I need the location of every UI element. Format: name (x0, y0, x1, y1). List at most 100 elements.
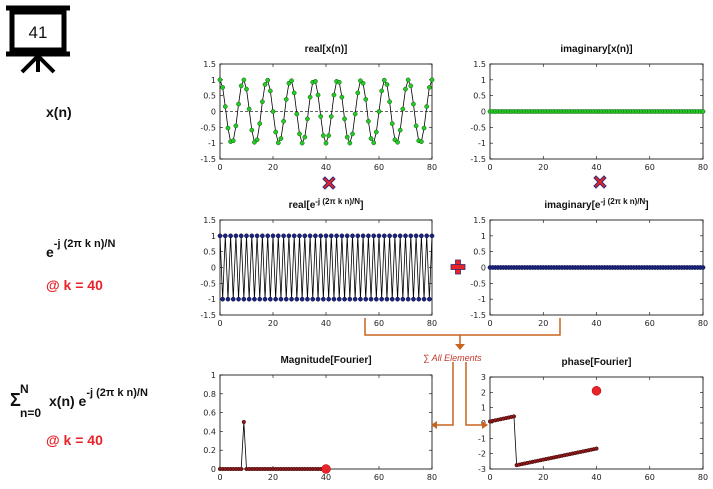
data-point (429, 77, 435, 83)
data-point (379, 296, 384, 302)
y-tick-label: 1.5 (203, 60, 216, 69)
data-point (405, 77, 411, 83)
data-point (363, 97, 369, 102)
plot-title: real[x(n)] (305, 44, 348, 55)
data-point (360, 233, 366, 239)
y-tick-label: 1 (481, 404, 486, 413)
data-point (355, 233, 361, 239)
data-point (323, 233, 329, 239)
y-tick-label: 0.5 (203, 248, 216, 257)
data-point (262, 82, 268, 87)
data-point (347, 296, 353, 302)
data-point (302, 233, 308, 239)
data-point (336, 296, 342, 302)
plot-title: phase[Fourier] (561, 357, 631, 368)
times-icon (322, 176, 336, 190)
y-tick-label: -1 (478, 434, 486, 443)
x-tick-label: 80 (427, 473, 437, 482)
data-point (241, 419, 246, 425)
sum-all-elements-note: ∑ All Elements (423, 353, 482, 363)
data-point (289, 296, 294, 302)
exp-base: e (46, 244, 54, 260)
data-point (360, 80, 366, 86)
data-point (254, 233, 260, 239)
plot-magnitude-fourier: Magnitude[Fourier] 1 0.8 0.6 0.4 0.2 00 20 40 60 8… (203, 355, 437, 482)
y-tick-label: -1 (478, 139, 486, 148)
data-point (265, 77, 271, 83)
data-point (318, 233, 324, 239)
y-tick-label: -1 (208, 295, 216, 304)
data-point (384, 296, 390, 302)
data-point (268, 296, 273, 302)
data-point (228, 233, 233, 239)
x-tick-label: 60 (645, 473, 655, 482)
data-point (236, 101, 241, 107)
y-tick-label: 0 (481, 108, 486, 117)
data-point (270, 109, 276, 114)
y-tick-label: 0.2 (203, 446, 216, 455)
data-point (262, 296, 268, 302)
x-tick-label: 80 (698, 473, 708, 482)
data-point (217, 233, 223, 239)
data-point (405, 296, 411, 302)
data-point (342, 296, 347, 302)
x-tick-label: 40 (321, 163, 331, 172)
data-point (408, 83, 414, 89)
data-point (257, 296, 263, 302)
data-point (419, 139, 424, 144)
data-point (291, 233, 297, 239)
data-point (700, 265, 706, 270)
data-point (270, 233, 276, 239)
y-tick-label: 1 (211, 371, 216, 380)
data-point (389, 121, 395, 126)
data-point (408, 233, 414, 239)
y-tick-label: -1.5 (200, 155, 216, 164)
summation-label: Σ N n=0 x(n) e-j (2π k n)/N (10, 382, 148, 420)
exp-superscript: -j (2π k n)/N (54, 238, 116, 250)
data-point (246, 296, 252, 302)
y-tick-label: 0.5 (473, 248, 486, 257)
data-point (238, 83, 244, 89)
data-point (315, 92, 321, 98)
plot-imag-x: imaginary[x(n)]1.510.50-0.5-1-1.50 20 40 60… (470, 44, 708, 172)
data-point (289, 78, 294, 84)
data-point (233, 123, 239, 129)
data-point (374, 296, 379, 302)
data-point (374, 129, 379, 135)
y-tick-label: 1 (481, 76, 486, 85)
x-tick-label: 80 (698, 319, 708, 328)
data-point (397, 127, 403, 133)
data-point (336, 79, 342, 85)
y-tick-label: 0 (211, 264, 216, 273)
x-tick-label: 80 (698, 163, 708, 172)
arrow-heads (431, 344, 488, 429)
plot-title: imaginary[x(n)] (560, 44, 632, 55)
data-point (244, 86, 249, 92)
data-point (307, 233, 313, 239)
data-point (363, 296, 369, 302)
data-point (246, 106, 252, 112)
slide-number: 41 (29, 23, 48, 42)
x-tick-label: 40 (591, 473, 601, 482)
plot-frame (219, 374, 433, 470)
data-point (275, 140, 281, 146)
y-tick-label: 0 (211, 108, 216, 117)
plot-title: Magnitude[Fourier] (280, 355, 371, 366)
data-point (294, 111, 300, 117)
x-tick-label: 20 (538, 163, 548, 172)
data-point (424, 233, 430, 239)
x-tick-label: 20 (268, 473, 278, 482)
data-point (381, 233, 387, 239)
data-point (413, 123, 419, 129)
data-point (376, 109, 382, 114)
x-tick-label: 0 (487, 319, 492, 328)
data-point (254, 137, 260, 143)
current-k-marker (321, 464, 331, 474)
data-point (344, 134, 350, 140)
data-point (339, 233, 345, 239)
data-point (424, 104, 430, 109)
data-point (217, 77, 223, 83)
y-tick-label: 0.5 (473, 92, 486, 101)
y-tick-label: 0.4 (203, 427, 216, 436)
